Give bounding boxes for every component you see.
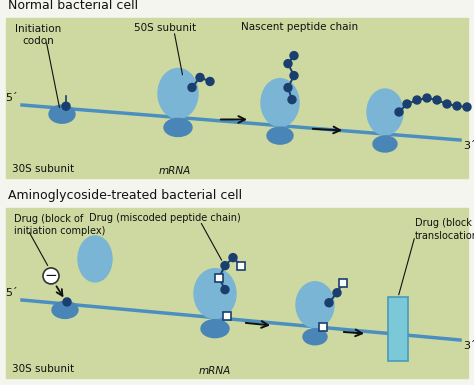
Circle shape: [290, 72, 298, 80]
Circle shape: [188, 84, 196, 92]
Circle shape: [453, 102, 461, 110]
Text: Drug (block of
translocation): Drug (block of translocation): [415, 218, 474, 240]
Circle shape: [43, 268, 59, 284]
Text: Drug (miscoded peptide chain): Drug (miscoded peptide chain): [89, 213, 241, 223]
Bar: [237, 262, 245, 270]
Circle shape: [433, 96, 441, 104]
Bar: [319, 323, 327, 331]
Text: 3´: 3´: [463, 141, 474, 151]
Bar: [215, 274, 223, 281]
Circle shape: [423, 94, 431, 102]
Ellipse shape: [158, 69, 198, 119]
Circle shape: [325, 299, 333, 307]
Text: 3´: 3´: [463, 341, 474, 351]
Text: −: −: [45, 268, 57, 283]
Circle shape: [284, 60, 292, 68]
Bar: [339, 279, 347, 287]
Ellipse shape: [49, 105, 75, 123]
Bar: [6, 208, 468, 378]
Circle shape: [221, 262, 229, 270]
Circle shape: [288, 95, 296, 104]
Circle shape: [206, 77, 214, 85]
Circle shape: [196, 74, 204, 82]
Text: Nascent peptide chain: Nascent peptide chain: [241, 22, 358, 32]
Circle shape: [333, 289, 341, 297]
Text: mRNA: mRNA: [199, 366, 231, 376]
Circle shape: [221, 286, 229, 294]
Ellipse shape: [367, 89, 403, 135]
Ellipse shape: [194, 269, 236, 319]
Text: 30S subunit: 30S subunit: [12, 364, 74, 374]
Ellipse shape: [296, 282, 334, 328]
Text: Normal bacterial cell: Normal bacterial cell: [8, 0, 138, 12]
Circle shape: [413, 96, 421, 104]
Bar: [388, 298, 408, 362]
Bar: [223, 311, 231, 320]
Ellipse shape: [373, 136, 397, 152]
Circle shape: [395, 108, 403, 116]
Circle shape: [463, 103, 471, 111]
Bar: [6, 18, 468, 178]
Ellipse shape: [52, 301, 78, 318]
Text: 5´: 5´: [5, 93, 18, 103]
Text: 30S subunit: 30S subunit: [12, 164, 74, 174]
Ellipse shape: [78, 236, 112, 282]
Circle shape: [229, 254, 237, 262]
Text: 5´: 5´: [5, 288, 18, 298]
Ellipse shape: [267, 127, 293, 144]
Ellipse shape: [164, 119, 192, 136]
Text: Initiation
codon: Initiation codon: [15, 24, 61, 47]
Circle shape: [63, 298, 71, 306]
Ellipse shape: [303, 329, 327, 345]
Circle shape: [284, 84, 292, 92]
Circle shape: [403, 100, 411, 108]
Text: 50S subunit: 50S subunit: [134, 23, 196, 33]
Circle shape: [443, 100, 451, 108]
Circle shape: [290, 52, 298, 60]
Ellipse shape: [261, 79, 299, 127]
Ellipse shape: [201, 320, 229, 338]
Circle shape: [62, 102, 70, 110]
Text: mRNA: mRNA: [159, 166, 191, 176]
Text: Drug (block of
initiation complex): Drug (block of initiation complex): [14, 214, 105, 236]
Text: Aminoglycoside-treated bacterial cell: Aminoglycoside-treated bacterial cell: [8, 189, 242, 202]
